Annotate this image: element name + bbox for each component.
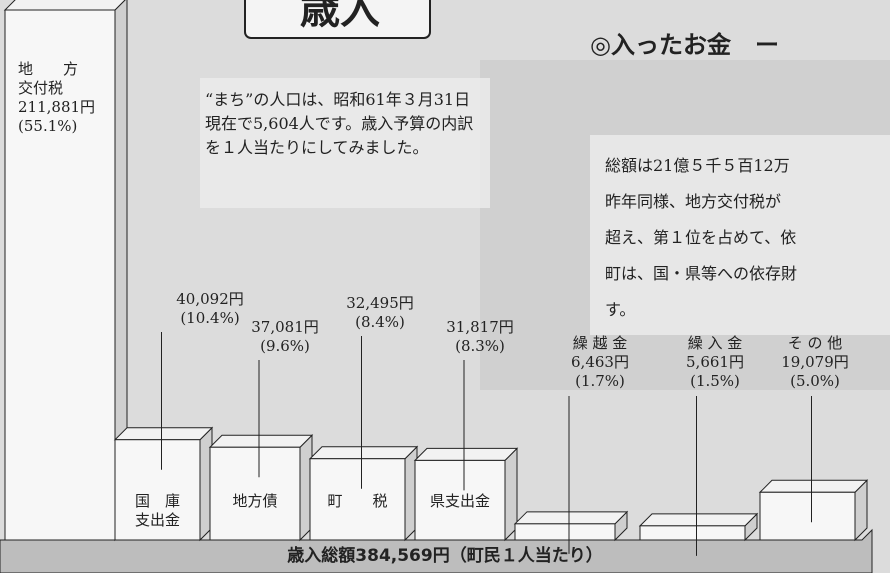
bar — [209, 446, 301, 541]
bar — [759, 491, 856, 541]
bar — [4, 9, 116, 541]
category-label: 国 庫 支出金 — [134, 492, 180, 529]
value-label: 6,463円 — [571, 353, 629, 371]
chart-title: 歳入 — [300, 0, 380, 33]
bar-top — [208, 434, 314, 448]
value-label: 40,092円 — [176, 290, 244, 308]
bar-label: 32,495円 (8.4%) — [320, 294, 440, 332]
bar-top — [758, 479, 869, 493]
article-line: 町は、国・県等への依存財 — [605, 264, 798, 283]
note-bg — [200, 78, 490, 208]
value-label: 32,495円 — [346, 294, 414, 312]
category-label: 町 税 — [327, 492, 388, 510]
note: “まち”の人口は、昭和61年３月31日現在で5,604人です。歳入予算の内訳を１… — [205, 90, 474, 157]
category-label: 地 方 交付税 — [18, 60, 79, 97]
article-line: 超え、第１位を占めて、依 — [605, 228, 797, 247]
bar — [414, 459, 506, 541]
bar — [114, 439, 201, 541]
percent-label: (1.7%) — [575, 372, 625, 390]
percent-label: (10.4%) — [180, 309, 240, 327]
bar-label: 37,081円 (9.6%) — [225, 318, 345, 356]
bar-top — [638, 513, 759, 527]
total-label: 歳入総額384,569円（町民１人当たり） — [287, 546, 603, 566]
bar-label: 繰 越 金 6,463円 (1.7%) — [540, 334, 660, 391]
percent-label: (9.6%) — [260, 337, 310, 355]
bar-label: 地 方 交付税 211,881円 (55.1%) — [18, 60, 138, 136]
category-label: 県支出金 — [429, 492, 490, 510]
bar — [309, 458, 406, 541]
bar — [639, 525, 746, 541]
article-bg — [590, 135, 890, 335]
value-label: 5,661円 — [686, 353, 744, 371]
bar-top — [308, 446, 419, 460]
value-label: 37,081円 — [251, 318, 319, 336]
bar — [514, 523, 616, 541]
percent-label: (8.3%) — [455, 337, 505, 355]
value-label: 211,881円 — [18, 98, 96, 116]
article-body: 総額は21億５千５百12万 昨年同様、地方交付税が 超え、第１位を占めて、依 町は、国… — [605, 148, 797, 328]
article-heading: ◎入ったお金 ー — [590, 30, 779, 59]
bar-label: 40,092円 (10.4%) — [150, 290, 270, 328]
bar-label: そ の 他 19,079円 (5.0%) — [755, 334, 875, 391]
bar-top — [113, 427, 214, 441]
article-line: 昨年同様、地方交付税が — [605, 192, 782, 211]
article-line: 総額は21億５千５百12万 — [605, 156, 790, 175]
percent-label: (8.4%) — [355, 313, 405, 331]
category-label: そ の 他 — [787, 334, 843, 352]
bar-top — [413, 447, 519, 461]
title-box — [244, 0, 431, 39]
category-label: 地方債 — [232, 492, 278, 510]
category-label: 繰 越 金 — [572, 334, 628, 352]
category-label: 繰 入 金 — [687, 334, 743, 352]
bar-top — [513, 511, 629, 525]
percent-label: (55.1%) — [18, 117, 78, 135]
percent-label: (5.0%) — [790, 372, 840, 390]
bar-label: 繰 入 金 5,661円 (1.5%) — [655, 334, 775, 391]
bar-top — [3, 0, 126, 11]
article-line: す。 — [605, 300, 636, 319]
value-label: 19,079円 — [781, 353, 849, 371]
percent-label: (1.5%) — [690, 372, 740, 390]
bar-label: 31,817円 (8.3%) — [420, 318, 540, 356]
value-label: 31,817円 — [446, 318, 514, 336]
